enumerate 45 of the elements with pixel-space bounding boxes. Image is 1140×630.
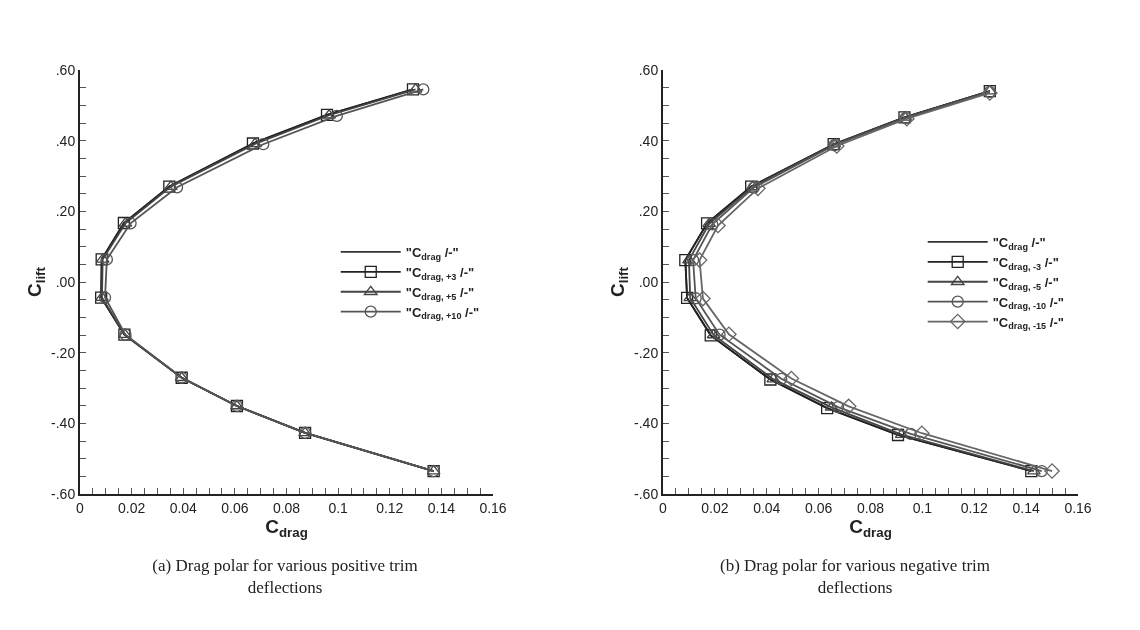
y-tick-label: .20 — [638, 203, 659, 220]
y-tick-label: .40 — [638, 132, 659, 149]
y-tick-label: -.60 — [634, 485, 659, 502]
text: (a) Drag polar for various positive trim deflections — [151, 555, 419, 599]
text: (b) Drag polar for various negative trim deflections — [719, 555, 991, 599]
x-tick-label: 0.16 — [479, 499, 507, 516]
legend-label: "C$_{drag}$ /-" — [992, 235, 1046, 252]
y-tick-label: .60 — [638, 61, 659, 78]
x-tick-label: 0.16 — [1064, 499, 1092, 516]
x-tick-label: 0.06 — [221, 499, 249, 516]
x-axis-title: C$_{drag}$ — [265, 515, 308, 540]
legend-label: "C$_{drag, -15}$ /-" — [992, 314, 1064, 332]
x-tick-label: 0.08 — [272, 499, 301, 516]
x-tick-label: 0 — [659, 499, 668, 516]
y-tick-label: -.40 — [51, 415, 76, 432]
y-tick-label: -.20 — [51, 344, 76, 361]
legend-label: "C$_{drag, +3}$ /-" — [405, 264, 475, 282]
x-tick-label: 0.12 — [960, 499, 989, 516]
x-tick-label: 0.04 — [753, 499, 781, 516]
x-axis-title: C$_{drag}$ — [849, 515, 892, 540]
x-tick-label: 0.1 — [912, 499, 933, 516]
x-tick-label: 0.14 — [427, 499, 456, 516]
x-tick-label: 0.02 — [701, 499, 729, 516]
y-tick-label: .00 — [55, 273, 76, 290]
y-tick-label: .60 — [55, 61, 76, 78]
legend-label: "C$_{drag, +5}$ /-" — [405, 284, 475, 302]
x-tick-label: 0.14 — [1012, 499, 1040, 516]
y-tick-label: -.40 — [634, 415, 659, 432]
x-tick-label: 0.04 — [169, 499, 198, 516]
legend-label: "C$_{drag, -10}$ /-" — [992, 294, 1064, 312]
legend-label: "C$_{drag, -3}$ /-" — [992, 254, 1059, 272]
x-tick-label: 0.1 — [328, 499, 349, 516]
y-tick-label: .20 — [55, 203, 76, 220]
x-tick-label: 0.06 — [805, 499, 833, 516]
y-tick-label: -.60 — [51, 485, 76, 502]
x-tick-label: 0.02 — [118, 499, 146, 516]
x-tick-label: 0.12 — [376, 499, 404, 516]
y-tick-label: .00 — [638, 273, 659, 290]
x-tick-label: 0 — [76, 499, 85, 516]
legend-label: "C$_{drag, +10}$ /-" — [405, 304, 480, 322]
y-tick-label: .40 — [55, 132, 76, 149]
legend-label: "C$_{drag, -5}$ /-" — [992, 274, 1059, 292]
x-tick-label: 0.08 — [856, 499, 885, 516]
legend-label: "C$_{drag}$ /-" — [405, 245, 459, 262]
y-tick-label: -.20 — [634, 344, 659, 361]
